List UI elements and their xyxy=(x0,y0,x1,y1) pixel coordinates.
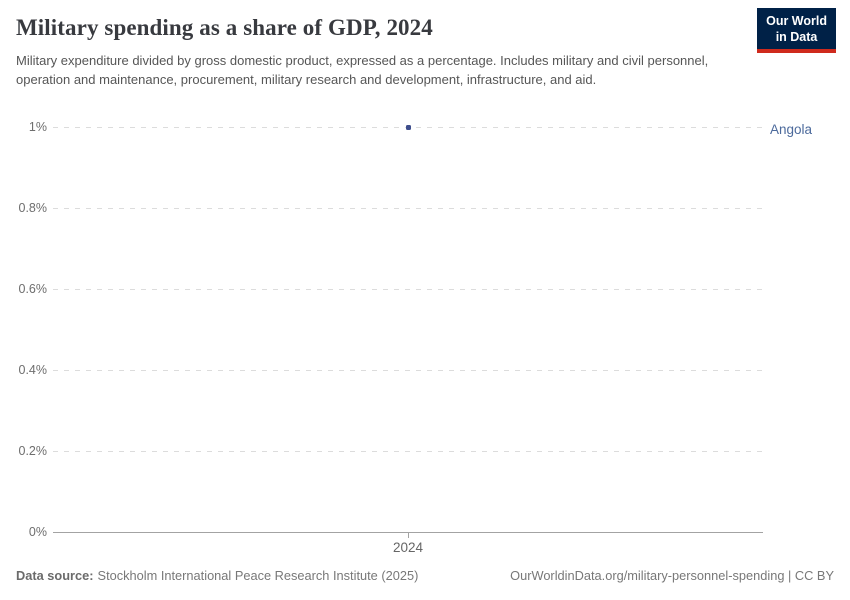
gridline-0.8% xyxy=(53,208,763,209)
logo-line-1: Our World xyxy=(766,14,827,28)
gridline-0.6% xyxy=(53,289,763,290)
x-axis-line xyxy=(53,532,763,533)
y-tick-label-0.4%: 0.4% xyxy=(18,363,48,377)
chart-title: Military spending as a share of GDP, 202… xyxy=(16,15,433,40)
y-tick-label-0%: 0% xyxy=(28,525,47,539)
data-point-angola[interactable] xyxy=(405,124,411,130)
gridline-0.4% xyxy=(53,370,763,371)
data-source: Data source: Stockholm International Peac… xyxy=(16,568,418,583)
footer-citation-link[interactable]: OurWorldinData.org/military-personnel-sp… xyxy=(510,568,834,583)
x-tick-mark xyxy=(408,533,409,538)
owid-logo[interactable]: Our World in Data xyxy=(757,8,836,53)
data-source-label: Data source: xyxy=(16,568,94,583)
y-tick-label-1%: 1% xyxy=(28,120,47,134)
x-tick-label: 2024 xyxy=(392,540,424,555)
data-source-text: Stockholm International Peace Research I… xyxy=(97,568,419,583)
y-tick-label-0.2%: 0.2% xyxy=(18,444,48,458)
y-tick-label-0.8%: 0.8% xyxy=(18,201,48,215)
logo-line-2: in Data xyxy=(775,30,818,44)
y-tick-label-0.6%: 0.6% xyxy=(18,282,48,296)
chart-footer: Data source: Stockholm International Peac… xyxy=(16,568,834,583)
chart-subtitle: Military expenditure divided by gross do… xyxy=(16,53,709,87)
gridline-0.2% xyxy=(53,451,763,452)
entity-label-angola[interactable]: Angola xyxy=(770,122,813,137)
